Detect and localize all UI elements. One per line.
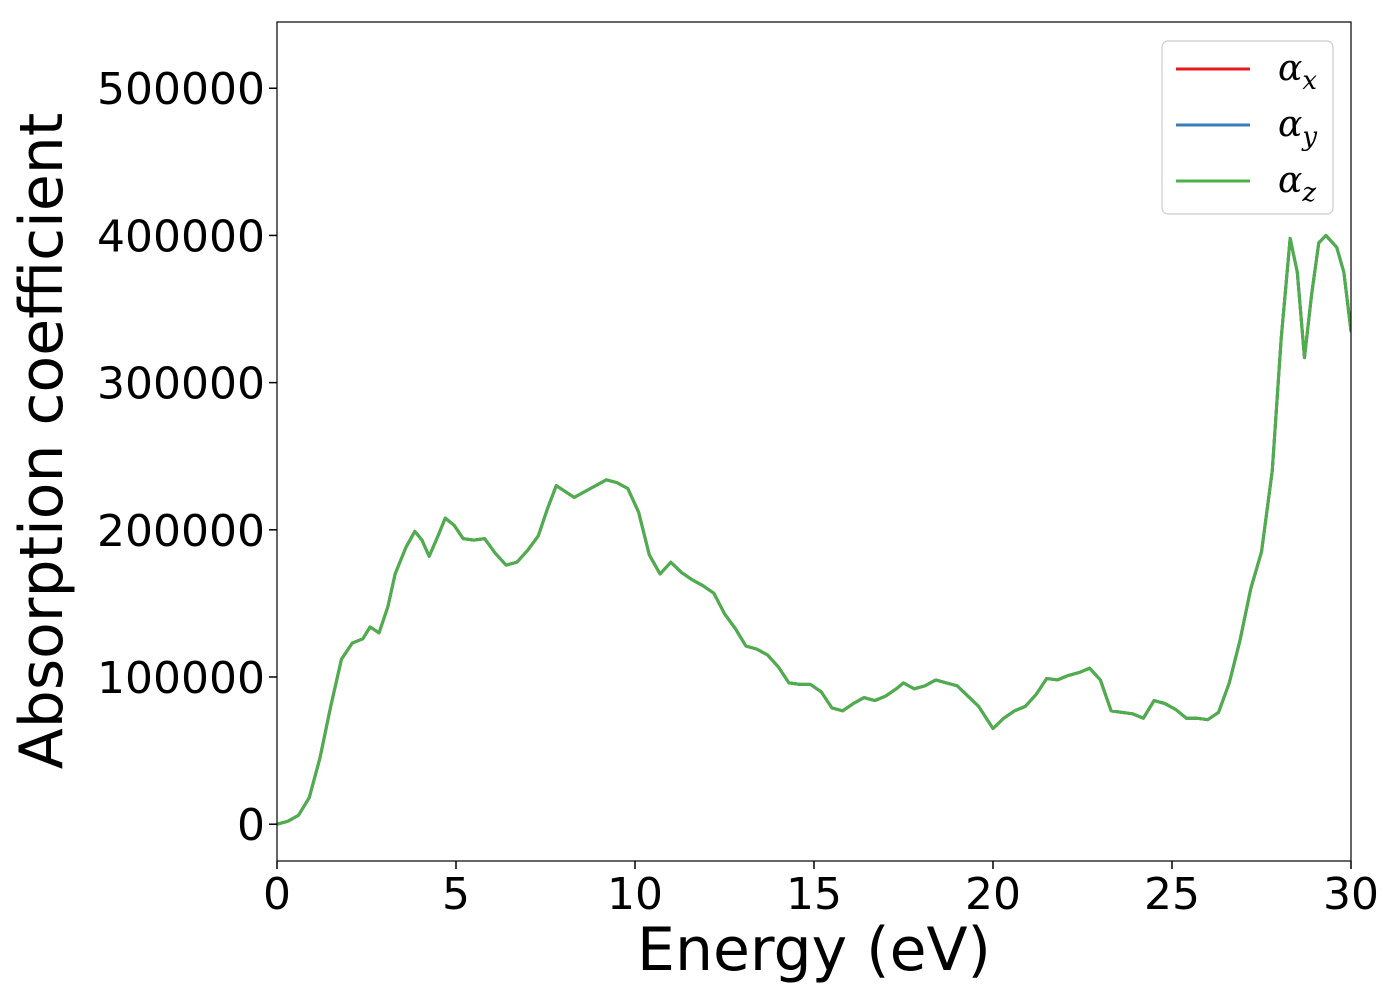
- x-tick-label: 20: [965, 869, 1021, 920]
- legend-label-y: αy: [1278, 104, 1317, 152]
- x-tick-label: 30: [1323, 869, 1379, 920]
- legend: αx αy αz: [1161, 40, 1334, 215]
- x-tick-label: 0: [263, 869, 291, 920]
- series-line-1: [277, 233, 1351, 826]
- y-tick-label: 300000: [97, 359, 265, 410]
- y-axis-label: Absorption coefficient: [7, 113, 77, 770]
- legend-label-x: αx: [1278, 48, 1317, 96]
- legend-frame: [1161, 40, 1334, 215]
- x-tick-label: 10: [607, 869, 663, 920]
- legend-label-z: αz: [1278, 160, 1316, 208]
- y-tick-label: 100000: [97, 653, 265, 704]
- y-tick-label: 500000: [97, 64, 265, 115]
- series-layer: [277, 233, 1351, 826]
- x-tick-label: 5: [442, 869, 470, 920]
- x-axis-ticks: 0 5 10 15 20 25 30: [263, 861, 1379, 920]
- y-tick-label: 0: [237, 800, 265, 851]
- y-tick-label: 400000: [97, 211, 265, 262]
- series-line-2: [277, 233, 1351, 826]
- x-tick-label: 25: [1144, 869, 1200, 920]
- x-axis-label: Energy (eV): [637, 915, 991, 985]
- x-tick-label: 15: [786, 869, 842, 920]
- series-line-3: [277, 233, 1351, 826]
- y-axis-ticks: 0 100000 200000 300000 400000 500000: [97, 64, 277, 851]
- y-tick-label: 200000: [97, 506, 265, 557]
